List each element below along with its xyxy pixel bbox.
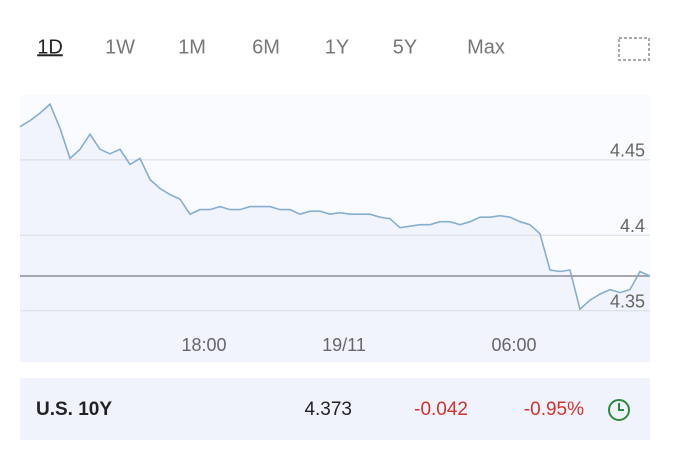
clock-icon xyxy=(608,399,630,421)
time-range-tab[interactable]: 5Y xyxy=(393,36,417,58)
fullscreen-icon[interactable] xyxy=(618,37,650,61)
x-tick-label: 18:00 xyxy=(181,335,226,355)
time-range-tab[interactable]: Max xyxy=(467,36,505,58)
x-tick-label: 19/11 xyxy=(322,335,366,355)
time-range-tab[interactable]: 1Y xyxy=(325,36,349,58)
y-tick-label: 4.35 xyxy=(610,291,645,311)
x-tick-label: 06:00 xyxy=(491,335,536,355)
area xyxy=(20,104,650,362)
fullscreen-frame xyxy=(618,37,650,61)
y-tick-label: 4.45 xyxy=(610,141,645,161)
time-range-tab[interactable]: 1W xyxy=(105,36,135,58)
quote-row xyxy=(20,378,650,440)
quote-price: 4.373 xyxy=(304,399,352,420)
time-range-tab[interactable]: 1D xyxy=(37,36,63,58)
y-tick-label: 4.4 xyxy=(620,216,645,236)
time-range-tab[interactable]: 1M xyxy=(178,36,206,58)
quote-name: U.S. 10Y xyxy=(36,399,112,420)
line xyxy=(19,102,651,311)
time-range-tab[interactable]: 6M xyxy=(252,36,280,58)
quote-change-pct: -0.95% xyxy=(524,399,584,420)
quote-change: -0.042 xyxy=(414,399,468,420)
